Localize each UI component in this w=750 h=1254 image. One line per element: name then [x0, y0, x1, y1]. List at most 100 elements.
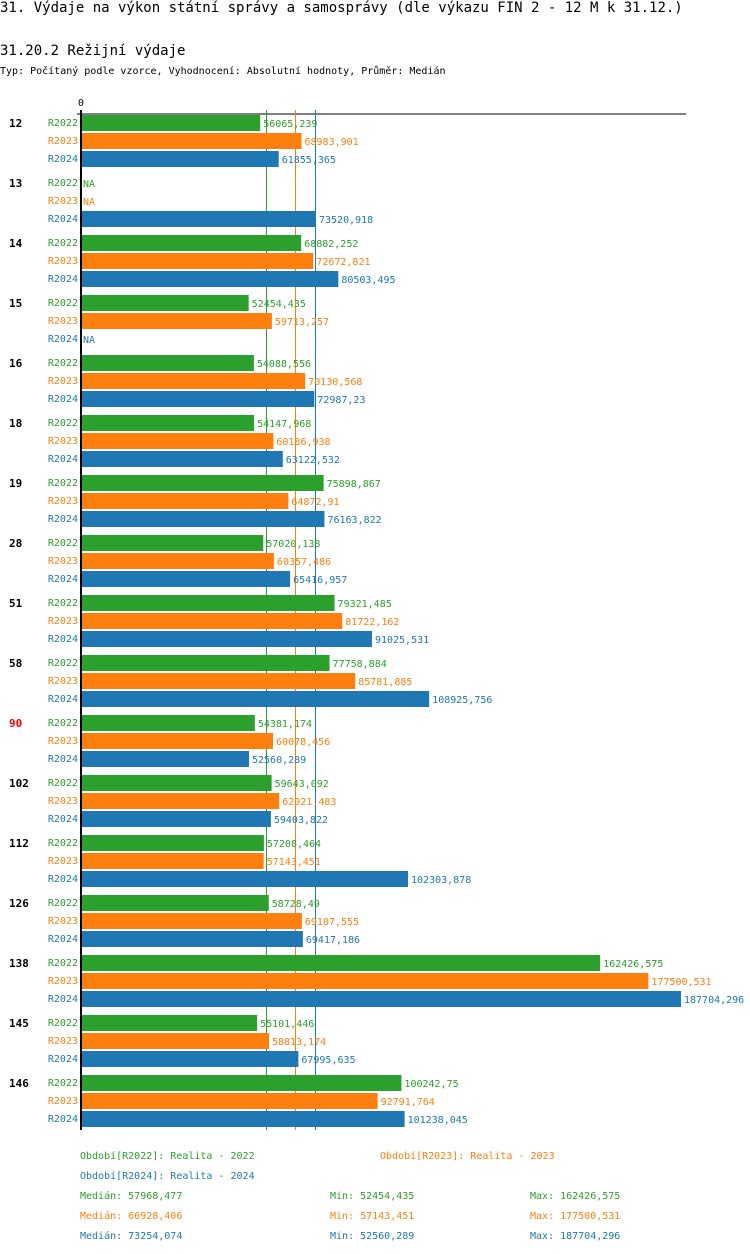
x-tick-label-0: 0: [78, 98, 84, 109]
series-label: R2023: [48, 136, 78, 147]
series-label: R2023: [48, 1036, 78, 1047]
series-label: R2024: [48, 814, 78, 825]
stat-min-r2022: Min: 52454,435: [330, 1191, 415, 1202]
group-label-126: 126: [9, 897, 29, 910]
series-label: R2024: [48, 514, 78, 525]
bar-58-r2022: [82, 655, 330, 671]
series-label: R2022: [48, 178, 78, 189]
series-label: R2022: [48, 838, 78, 849]
series-label: R2022: [48, 238, 78, 249]
bar-138-r2022: [82, 955, 601, 971]
bar-145-r2022: [82, 1015, 258, 1031]
data-label: 60186,938: [276, 437, 330, 448]
series-label: R2024: [48, 874, 78, 885]
data-label: 59713,257: [275, 317, 329, 328]
series-label: R2023: [48, 736, 78, 747]
group-label-16: 16: [9, 357, 23, 370]
group-label-145: 145: [9, 1017, 29, 1030]
series-label: R2024: [48, 1114, 78, 1125]
data-label: 77758,884: [333, 659, 387, 670]
bar-19-r2023: [82, 493, 289, 509]
bar-51-r2022: [82, 595, 335, 611]
bar-102-r2022: [82, 775, 272, 791]
data-label: 54147,968: [257, 419, 311, 430]
bar-146-r2024: [82, 1111, 405, 1127]
bar-16-r2022: [82, 355, 254, 371]
stat-min-r2024: Min: 52560,289: [330, 1231, 415, 1242]
data-label: 60078,456: [276, 737, 330, 748]
group-label-28: 28: [9, 537, 22, 550]
group-label-19: 19: [9, 477, 22, 490]
bar-18-r2023: [82, 433, 274, 449]
data-label: 72672,821: [316, 257, 370, 268]
bar-18-r2024: [82, 451, 283, 467]
series-label: R2024: [48, 394, 78, 405]
page-title: 31. Výdaje na výkon státní správy a samo…: [0, 0, 683, 16]
data-label: 102303,878: [411, 875, 471, 886]
series-label: R2022: [48, 658, 78, 669]
bar-16-r2024: [82, 391, 315, 407]
series-label: R2023: [48, 196, 78, 207]
series-label: R2024: [48, 934, 78, 945]
bar-14-r2022: [82, 235, 302, 251]
bar-15-r2023: [82, 313, 272, 329]
series-label: R2023: [48, 676, 78, 687]
series-label: R2023: [48, 976, 78, 987]
data-label: 81722,162: [345, 617, 399, 628]
stat-min-r2023: Min: 57143,451: [330, 1211, 415, 1222]
data-label: 75898,867: [327, 479, 381, 490]
data-label: 54381,174: [258, 719, 312, 730]
bar-145-r2024: [82, 1051, 299, 1067]
bar-126-r2022: [82, 895, 269, 911]
series-label: R2024: [48, 1054, 78, 1065]
bar-14-r2024: [82, 271, 339, 287]
series-label: R2023: [48, 436, 78, 447]
group-label-13: 13: [9, 177, 22, 190]
series-label: R2024: [48, 754, 78, 765]
data-label: 91025,531: [375, 635, 429, 646]
series-label: R2024: [48, 454, 78, 465]
data-label: 92791,764: [381, 1097, 435, 1108]
data-label: 177500,531: [651, 977, 711, 988]
data-label: 79321,485: [338, 599, 392, 610]
group-label-138: 138: [9, 957, 29, 970]
data-label: 73520,918: [319, 215, 373, 226]
data-label: 57020,138: [266, 539, 320, 550]
bar-112-r2023: [82, 853, 264, 869]
series-label: R2023: [48, 316, 78, 327]
bar-126-r2023: [82, 913, 302, 929]
group-label-90: 90: [9, 717, 22, 730]
series-label: R2023: [48, 796, 78, 807]
stat-median-r2024: Medián: 73254,074: [80, 1231, 183, 1242]
stat-median-r2022: Medián: 57968,477: [80, 1191, 183, 1202]
data-label: 59403,822: [274, 815, 328, 826]
bar-19-r2024: [82, 511, 325, 527]
data-label: 69417,186: [306, 935, 360, 946]
series-label: R2022: [48, 478, 78, 489]
group-label-18: 18: [9, 417, 22, 430]
data-label: 187704,296: [684, 995, 744, 1006]
bar-58-r2024: [82, 691, 430, 707]
bar-12-r2022: [82, 115, 261, 131]
series-label: R2022: [48, 898, 78, 909]
data-label: 80503,495: [341, 275, 395, 286]
bar-28-r2024: [82, 571, 291, 587]
series-label: R2022: [48, 118, 78, 129]
data-label: 85781,885: [358, 677, 412, 688]
data-label: 58728,49: [272, 899, 320, 910]
series-label: R2024: [48, 334, 78, 345]
data-label: 101238,045: [408, 1115, 468, 1126]
bar-126-r2024: [82, 931, 303, 947]
series-label: R2023: [48, 556, 78, 567]
data-label: 162426,575: [603, 959, 663, 970]
group-label-12: 12: [9, 117, 22, 130]
series-label: R2024: [48, 574, 78, 585]
bar-15-r2022: [82, 295, 249, 311]
group-label-51: 51: [9, 597, 23, 610]
group-label-112: 112: [9, 837, 29, 850]
data-label: 60357,486: [277, 557, 331, 568]
series-label: R2023: [48, 496, 78, 507]
bar-14-r2023: [82, 253, 314, 269]
bar-90-r2022: [82, 715, 255, 731]
data-label: 68882,252: [304, 239, 358, 250]
